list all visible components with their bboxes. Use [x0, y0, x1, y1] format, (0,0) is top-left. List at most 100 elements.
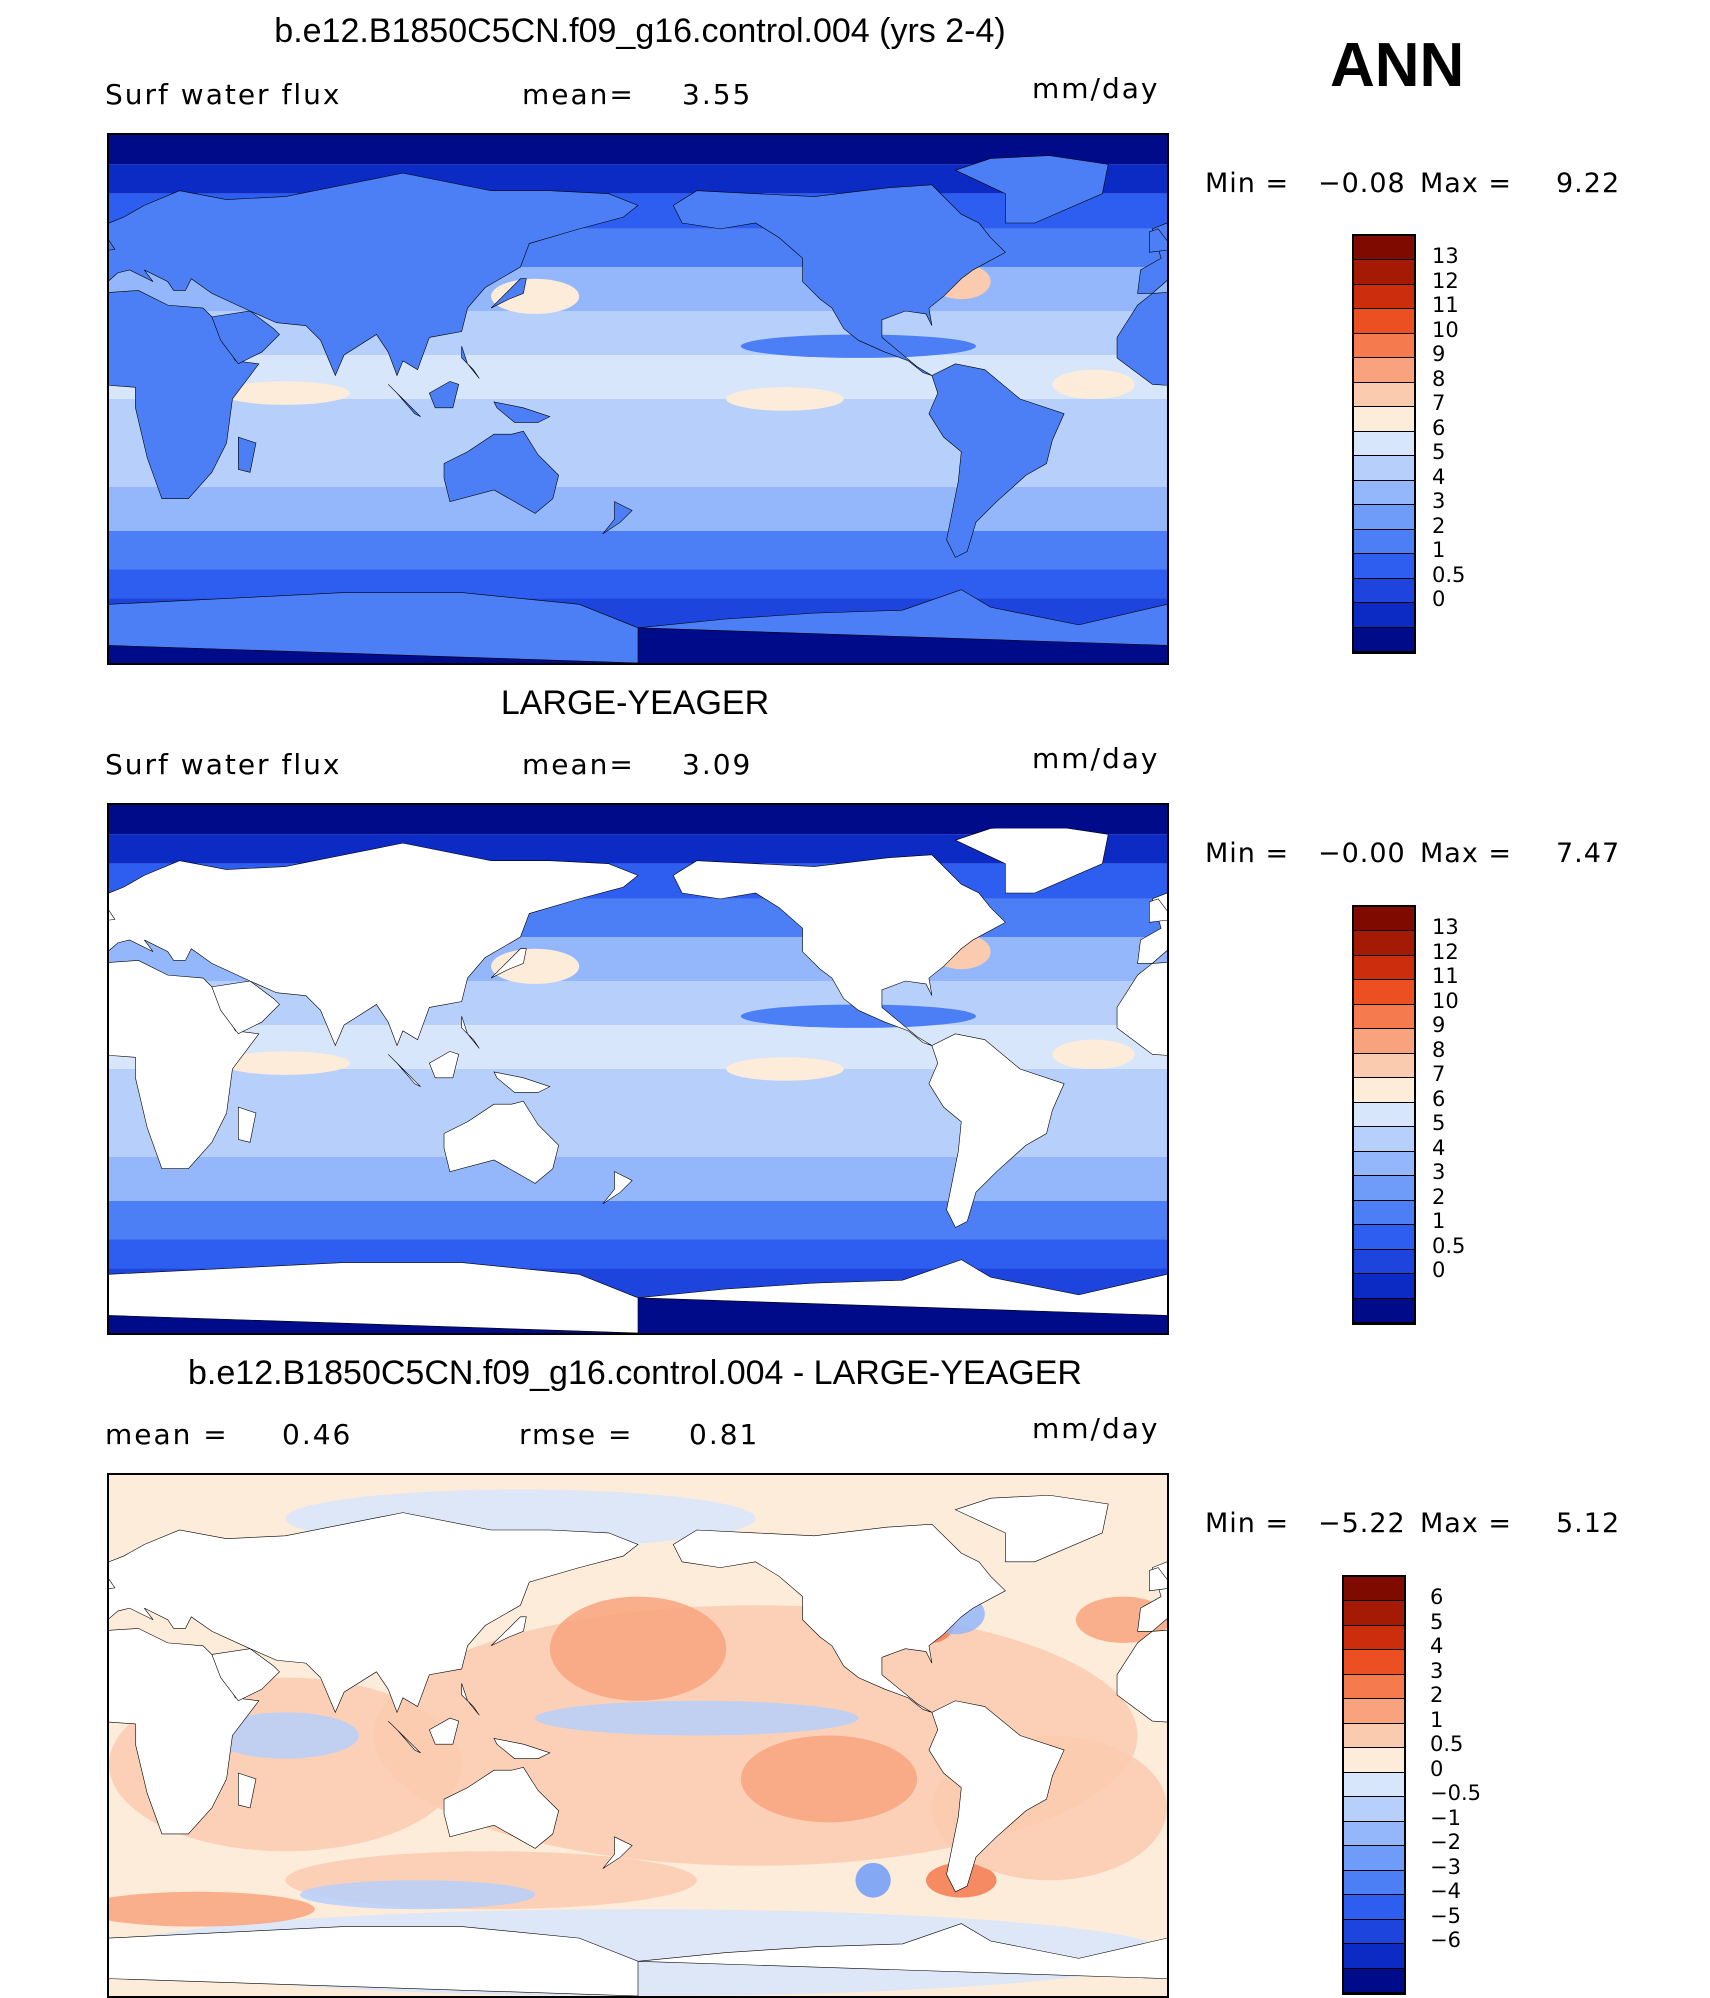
colorbar-tick-label: 2 [1432, 1184, 1446, 1209]
colorbar-swatch [1354, 382, 1414, 408]
colorbar-tick-label: 7 [1432, 391, 1446, 416]
colorbar-tick-label: 5 [1430, 1609, 1444, 1634]
flux-maximum [740, 334, 976, 358]
continent-outline [388, 384, 420, 416]
flux-maximum [740, 1004, 976, 1028]
colorbar-tick-label: 2 [1430, 1683, 1444, 1708]
colorbar-tick-label: 6 [1430, 1585, 1444, 1610]
panel3-mean-value: 0.46 [282, 1418, 353, 1451]
continent-outline [238, 1107, 256, 1142]
colorbar-tick-label: 4 [1432, 464, 1446, 489]
continent-outline [109, 843, 638, 1045]
continent-outline [444, 1767, 559, 1848]
continent-outline [109, 1513, 638, 1713]
colorbar-swatch [1354, 931, 1414, 956]
continent-outline [491, 279, 526, 308]
continent-outline [494, 1738, 550, 1758]
colorbar-swatch [1354, 1225, 1414, 1250]
continent-outline [444, 1101, 559, 1183]
colorbar-tick-label: 1 [1430, 1707, 1444, 1732]
panel1-map [107, 133, 1169, 665]
colorbar-tick-label: 4 [1432, 1135, 1446, 1160]
colorbar-tick-label: 9 [1432, 342, 1446, 367]
continent-outline [212, 981, 280, 1034]
colorbar-swatch [1344, 1772, 1404, 1798]
colorbar-tick-label: 1 [1432, 538, 1446, 563]
colorbar-swatch [1354, 554, 1414, 579]
colorbar-swatch [1354, 480, 1414, 506]
colorbar-tick-label: 4 [1430, 1634, 1444, 1659]
colorbar-tick-label: 13 [1432, 244, 1459, 269]
continent-outline [638, 590, 1167, 663]
panel2-map-canvas [109, 805, 1167, 1333]
continent-outline [109, 1628, 259, 1834]
panel2-mean-value: 3.09 [682, 748, 753, 781]
colorbar-tick-label: 13 [1432, 915, 1459, 940]
colorbar-tick-label: 8 [1432, 1037, 1446, 1062]
colorbar-swatch [1354, 1200, 1414, 1226]
colorbar-swatch [1354, 1274, 1414, 1299]
colorbar-swatch [1344, 1919, 1404, 1945]
continent-outline [1117, 290, 1167, 498]
continent-outline [494, 402, 550, 423]
field-anomaly [211, 1712, 359, 1759]
panel2-min-value: −0.00 [1318, 838, 1406, 869]
panel1-units: mm/day [1032, 72, 1160, 105]
panel1-colorbar [1352, 234, 1416, 654]
flux-band [109, 1201, 1167, 1240]
field-anomaly [549, 1596, 727, 1701]
continent-outline [494, 1072, 550, 1093]
panel2-units: mm/day [1032, 742, 1160, 775]
colorbar-tick-label: 6 [1432, 415, 1446, 440]
continent-outline [929, 1701, 1064, 1892]
continent-outline [462, 1683, 480, 1715]
colorbar-swatch [1354, 236, 1414, 261]
field-anomaly [300, 1880, 536, 1910]
colorbar-swatch [1344, 1797, 1404, 1822]
colorbar-swatch [1354, 260, 1414, 285]
colorbar-tick-label: 0.5 [1432, 1233, 1466, 1258]
colorbar-tick-label: 12 [1432, 939, 1459, 964]
continent-outline [638, 1260, 1167, 1333]
continent-outline [212, 1649, 280, 1701]
colorbar-swatch [1354, 1102, 1414, 1128]
continent-outline [109, 1924, 638, 1996]
colorbar-swatch [1344, 1625, 1404, 1651]
continent-outline [109, 1260, 638, 1333]
continent-outline [638, 1924, 1167, 1996]
colorbar-swatch [1354, 578, 1414, 604]
panel2-min-label: Min = [1205, 838, 1290, 869]
colorbar-swatch [1354, 284, 1414, 310]
flux-band [109, 531, 1167, 570]
continent-outline [462, 346, 480, 378]
continent-outline [1149, 229, 1167, 252]
continent-outline [929, 364, 1064, 558]
continent-outline [429, 381, 458, 407]
colorbar-tick-label: 3 [1432, 1160, 1446, 1185]
panel3-colorbar [1342, 1575, 1406, 1995]
panel2-max-label: Max = [1420, 838, 1513, 869]
panel3-max-label: Max = [1420, 1508, 1513, 1539]
colorbar-swatch [1354, 955, 1414, 981]
field-anomaly [740, 1735, 918, 1823]
colorbar-tick-label: −5 [1430, 1903, 1461, 1928]
continent-outline [1117, 960, 1167, 1168]
colorbar-swatch [1354, 1029, 1414, 1054]
colorbar-swatch [1354, 431, 1414, 457]
colorbar-tick-label: 9 [1432, 1013, 1446, 1038]
colorbar-tick-label: −1 [1430, 1805, 1461, 1830]
panel1-title: b.e12.B1850C5CN.f09_g16.control.004 (yrs… [274, 12, 1006, 50]
colorbar-swatch [1344, 1674, 1404, 1700]
colorbar-swatch [1354, 1004, 1414, 1030]
continent-outline [109, 590, 638, 663]
colorbar-swatch [1344, 1723, 1404, 1749]
colorbar-tick-label: −3 [1430, 1854, 1461, 1879]
colorbar-tick-label: 0 [1432, 587, 1446, 612]
colorbar-swatch [1344, 1846, 1404, 1871]
colorbar-tick-label: 6 [1432, 1086, 1446, 1111]
panel1-mean-value: 3.55 [682, 78, 753, 111]
polar-band [109, 805, 1167, 829]
colorbar-swatch [1354, 627, 1414, 652]
continent-outline [444, 431, 559, 513]
panel1-max-value: 9.22 [1556, 168, 1621, 199]
